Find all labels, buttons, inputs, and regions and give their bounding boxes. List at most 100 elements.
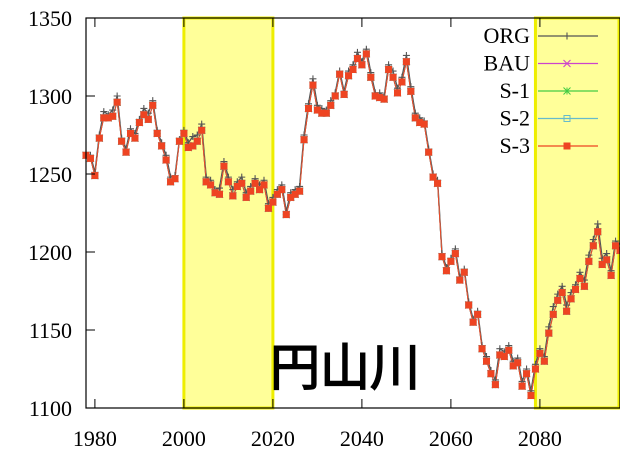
- point-s-3-2067: [478, 345, 486, 353]
- point-org-2085: [558, 282, 566, 290]
- point-s-3-2078: [527, 392, 535, 400]
- point-s-3-2022: [278, 186, 286, 194]
- highlight-regions: [182, 16, 620, 410]
- point-s-3-2087: [567, 295, 575, 303]
- point-s-3-2043: [371, 92, 379, 100]
- point-s-3-2007: [211, 189, 219, 197]
- point-s-3-2009: [220, 162, 228, 170]
- legend-label-s-2: S-2: [499, 106, 530, 131]
- point-s-3-1998: [171, 175, 179, 183]
- point-s-3-2004: [198, 126, 206, 134]
- point-s-3-2076: [518, 382, 526, 390]
- y-tick-label-1150: 1150: [29, 318, 72, 343]
- series-markers: [82, 45, 620, 400]
- point-s-3-1989: [131, 134, 139, 142]
- point-s-3-1983: [104, 114, 112, 122]
- point-org-2029: [309, 75, 317, 83]
- point-s-3-2029: [309, 81, 317, 89]
- legend-marker-org: [563, 32, 571, 40]
- point-s-3-2021: [273, 190, 281, 198]
- point-s-3-2077: [523, 370, 531, 378]
- point-s-3-2050: [402, 58, 410, 66]
- point-s-3-1990: [135, 119, 143, 127]
- point-s-3-2072: [500, 353, 508, 361]
- point-s-3-2082: [545, 329, 553, 337]
- point-s-3-2052: [411, 114, 419, 122]
- point-s-3-2046: [385, 65, 393, 73]
- point-s-3-2041: [362, 50, 370, 58]
- point-s-3-2054: [420, 120, 428, 128]
- point-s-3-2073: [505, 346, 513, 354]
- point-s-3-1984: [109, 112, 117, 120]
- highlight-region-1: [533, 16, 620, 410]
- point-s-3-2066: [474, 310, 482, 318]
- point-s-3-2037: [345, 72, 353, 80]
- point-org-2003: [193, 131, 201, 139]
- point-s-3-1994: [153, 129, 161, 137]
- point-s-3-2035: [336, 70, 344, 78]
- point-s-3-2026: [296, 187, 304, 195]
- point-s-3-1996: [162, 156, 170, 164]
- y-tick-label-1100: 1100: [29, 396, 72, 421]
- point-s-3-1992: [144, 115, 152, 123]
- x-tick-label-2000: 2000: [162, 426, 206, 449]
- point-s-3-2012: [233, 182, 241, 190]
- point-s-3-2057: [434, 179, 442, 187]
- legend-marker-s-3: [563, 142, 571, 150]
- point-s-3-2081: [540, 357, 548, 365]
- point-org-2002: [189, 133, 197, 141]
- point-s-3-2090: [580, 282, 588, 290]
- x-tick-label-1980: 1980: [73, 426, 117, 449]
- annotation-label: 円山川: [270, 339, 420, 397]
- point-s-3-2098: [616, 246, 620, 254]
- point-s-3-2015: [247, 187, 255, 195]
- point-s-3-2042: [367, 73, 375, 81]
- point-s-3-2047: [389, 73, 397, 81]
- point-s-3-2060: [447, 257, 455, 265]
- point-s-3-2025: [291, 190, 299, 198]
- point-s-3-2070: [491, 381, 499, 389]
- legend-label-s-1: S-1: [499, 78, 530, 103]
- point-s-3-2093: [594, 228, 602, 236]
- point-s-3-2033: [327, 101, 335, 109]
- y-tick-label-1200: 1200: [28, 240, 72, 265]
- point-s-3-2028: [305, 104, 312, 112]
- y-tick-label-1300: 1300: [28, 84, 72, 109]
- point-s-3-2055: [425, 148, 433, 156]
- y-tick-label-1350: 1350: [28, 6, 72, 31]
- point-s-3-2001: [184, 143, 192, 151]
- point-org-1982: [100, 108, 108, 116]
- legend-label-s-3: S-3: [499, 133, 530, 158]
- point-s-3-2010: [224, 178, 232, 186]
- point-s-3-1987: [122, 148, 130, 156]
- point-s-3-2000: [180, 129, 188, 137]
- point-org-1985: [113, 92, 121, 100]
- point-s-3-1997: [167, 178, 175, 186]
- y-tick-label-1250: 1250: [28, 162, 72, 187]
- point-s-3-2095: [603, 256, 611, 264]
- point-s-3-2088: [572, 285, 579, 293]
- point-s-3-2023: [282, 211, 290, 219]
- point-s-3-2034: [331, 92, 339, 100]
- point-s-3-2089: [576, 275, 584, 283]
- point-s-3-2053: [416, 119, 424, 127]
- point-s-3-2016: [251, 179, 259, 187]
- point-s-3-2069: [487, 370, 495, 378]
- point-s-3-2045: [380, 95, 388, 103]
- point-s-3-2083: [549, 310, 557, 318]
- point-org-2083: [549, 303, 557, 311]
- point-s-3-2002: [189, 142, 197, 150]
- point-s-3-2030: [313, 106, 321, 114]
- point-org-1984: [109, 106, 117, 114]
- point-s-3-2096: [607, 271, 615, 279]
- point-s-3-2019: [264, 204, 272, 212]
- legend-label-bau: BAU: [484, 51, 531, 76]
- point-s-3-1980: [91, 172, 99, 180]
- point-s-3-2058: [438, 253, 446, 261]
- point-org-2095: [603, 250, 611, 258]
- point-s-3-2056: [429, 173, 437, 181]
- point-org-2093: [594, 220, 602, 228]
- point-org-1991: [140, 104, 148, 112]
